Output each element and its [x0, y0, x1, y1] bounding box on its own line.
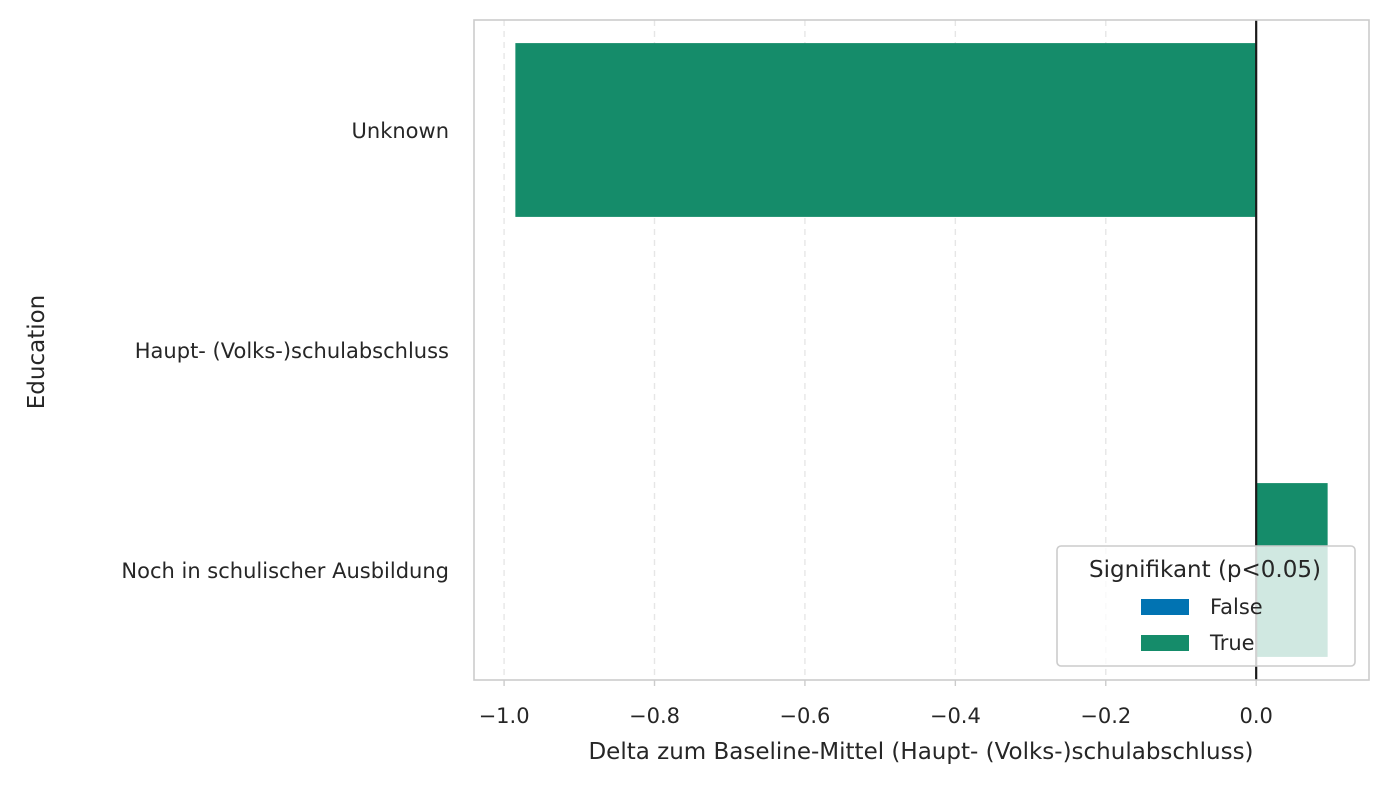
legend-swatch: [1141, 635, 1189, 651]
bar: [515, 43, 1257, 217]
x-tick-label: −0.8: [629, 704, 680, 728]
x-tick-label: −0.6: [779, 704, 830, 728]
legend-entries: False True: [1141, 595, 1263, 655]
legend-label: False: [1210, 595, 1263, 619]
legend: Signifikant (p<0.05) False True: [1056, 545, 1356, 667]
x-axis-ticks: −1.0 −0.8 −0.6 −0.4 −0.2 0.0: [479, 680, 1273, 728]
x-axis-title: Delta zum Baseline-Mittel (Haupt- (Volks…: [588, 739, 1253, 765]
legend-label: True: [1209, 631, 1255, 655]
y-tick-label: Noch in schulischer Ausbildung: [121, 559, 449, 583]
x-tick-label: −0.4: [930, 704, 981, 728]
legend-swatch: [1141, 599, 1189, 615]
legend-box: [1056, 545, 1356, 667]
y-tick-label: Unknown: [352, 119, 449, 143]
x-tick-label: 0.0: [1239, 704, 1272, 728]
legend-title: Signifikant (p<0.05): [1089, 557, 1321, 583]
plot-frame: [473, 19, 1370, 681]
y-axis-title: Education: [24, 295, 50, 410]
x-tick-label: −0.2: [1080, 704, 1131, 728]
x-tick-label: −1.0: [479, 704, 530, 728]
y-tick-label: Haupt- (Volks-)schulabschluss: [135, 339, 449, 363]
y-axis-categories: Unknown Haupt- (Volks-)schulabschluss Noch…: [121, 119, 449, 583]
